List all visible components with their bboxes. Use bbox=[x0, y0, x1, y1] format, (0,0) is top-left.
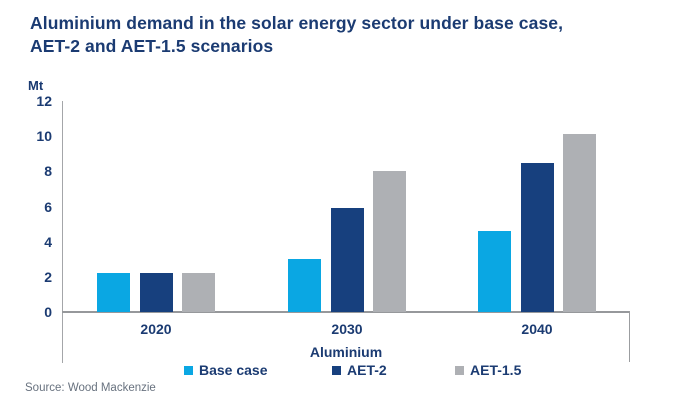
y-axis-tick-label: 10 bbox=[36, 128, 52, 145]
legend-label: Base case bbox=[199, 362, 268, 378]
legend-item-aet-2: AET-2 bbox=[332, 362, 387, 378]
y-axis-tick-label: 6 bbox=[44, 198, 52, 215]
bar-aet-2-2030 bbox=[330, 208, 364, 312]
chart-title-line-1: Aluminium demand in the solar energy sec… bbox=[30, 13, 564, 33]
legend-label: AET-2 bbox=[347, 362, 387, 378]
y-axis-tick-label: 8 bbox=[44, 163, 52, 180]
y-axis-unit-label: Mt bbox=[28, 78, 44, 93]
bar-aet-1.5-2040 bbox=[563, 134, 596, 312]
x-axis-category-label-2040: 2040 bbox=[521, 321, 553, 337]
y-axis-tick-label: 4 bbox=[44, 233, 52, 250]
source-note: Source: Wood Mackenzie bbox=[25, 382, 156, 394]
y-axis-tick-label: 12 bbox=[36, 93, 52, 109]
bar-aet-1.5-2020 bbox=[182, 273, 215, 312]
legend-item-base-case: Base case bbox=[184, 362, 268, 378]
legend-item-aet-1.5: AET-1.5 bbox=[455, 362, 521, 378]
chart-title: Aluminium demand in the solar energy sec… bbox=[30, 12, 630, 58]
x-axis-category-label-2020: 2020 bbox=[140, 321, 172, 337]
bar-base-case-2030 bbox=[288, 259, 321, 312]
legend-swatch-icon bbox=[332, 365, 341, 375]
x-axis-right-bracket bbox=[629, 311, 630, 362]
bar-aet-2-2020 bbox=[139, 273, 173, 312]
y-axis-line bbox=[62, 101, 63, 363]
x-axis-line bbox=[62, 311, 630, 313]
legend-swatch-icon bbox=[184, 365, 193, 375]
bar-aet-2-2040 bbox=[520, 162, 554, 312]
chart-title-line-2: AET-2 and AET-1.5 scenarios bbox=[30, 36, 274, 57]
x-axis-category-label-2030: 2030 bbox=[331, 321, 363, 337]
y-axis-tick-label: 2 bbox=[44, 268, 52, 285]
bar-base-case-2020 bbox=[97, 273, 130, 312]
legend-swatch-icon bbox=[455, 365, 464, 375]
y-axis-tick-label: 0 bbox=[44, 304, 52, 320]
legend-label: AET-1.5 bbox=[470, 362, 522, 378]
bar-aet-1.5-2030 bbox=[373, 171, 406, 312]
x-axis-group-label: Aluminium bbox=[309, 344, 383, 360]
bar-base-case-2040 bbox=[478, 231, 511, 312]
